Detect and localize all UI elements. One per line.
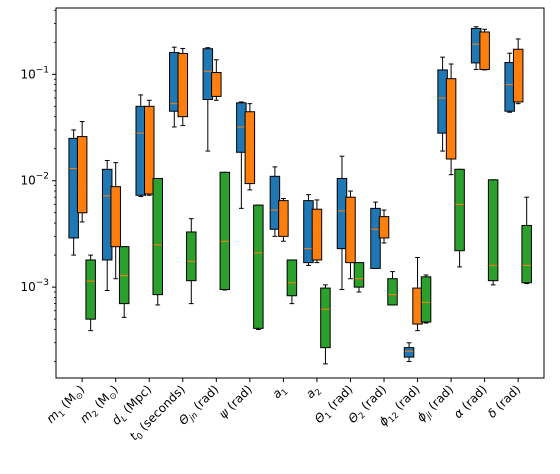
x-tick-label: a1 — [270, 382, 291, 403]
y-axis: 10−3 10−2 10−1 — [20, 9, 56, 362]
box-body — [278, 200, 289, 237]
box-body — [512, 48, 524, 103]
box-body — [219, 171, 231, 291]
box-body — [454, 168, 465, 252]
box-body — [186, 231, 197, 282]
box-body — [177, 52, 189, 118]
x-tick-label: a2 — [303, 382, 324, 403]
box-s2-c0 — [85, 254, 96, 332]
box-body — [387, 278, 398, 306]
plot-marks — [68, 26, 532, 365]
box-body — [521, 224, 532, 284]
box-body — [143, 105, 155, 195]
x-axis: m1 (M⊙)m2 (M⊙)dL (Mpc)t0 (seconds)Θjn (r… — [44, 378, 523, 443]
box-body — [244, 111, 256, 185]
box-s0-c10 — [403, 342, 415, 363]
box-s2-c2 — [152, 177, 163, 306]
x-tick-label: ϕjl (rad) — [414, 382, 458, 426]
box-body — [85, 259, 96, 320]
box-s1-c6 — [278, 198, 289, 242]
y-tick-label: 10−1 — [20, 65, 49, 81]
box-body — [445, 78, 457, 160]
box-body — [253, 204, 264, 329]
box-s1-c5 — [244, 103, 256, 191]
box-body — [420, 276, 432, 323]
box-s1-c11 — [445, 63, 457, 176]
box-body — [479, 31, 490, 70]
box-s2-c11 — [454, 168, 465, 268]
box-body — [378, 216, 390, 239]
box-s1-c3 — [177, 47, 189, 127]
box-body — [76, 136, 88, 214]
box-s1-c8 — [345, 190, 356, 280]
box-body — [320, 287, 331, 349]
box-s1-c12 — [479, 28, 490, 71]
box-s2-c3 — [186, 218, 197, 305]
box-s1-c1 — [110, 162, 121, 280]
box-body — [110, 186, 121, 248]
x-tick-label: ψ (rad) — [216, 382, 255, 421]
x-tick-label: δ (rad) — [485, 382, 523, 420]
x-tick-label: α (rad) — [451, 382, 490, 421]
y-tick-label: 10−3 — [20, 278, 49, 294]
plot-frame — [55, 7, 545, 379]
box-s2-c12 — [487, 179, 499, 286]
box-s2-c13 — [521, 196, 532, 285]
box-s2-c8 — [353, 262, 365, 293]
box-s1-c7 — [311, 199, 323, 264]
box-s1-c9 — [378, 209, 390, 244]
box-s2-c9 — [387, 271, 398, 306]
box-s2-c5 — [253, 204, 264, 330]
box-s0-c4 — [202, 47, 214, 152]
box-s1-c13 — [512, 38, 524, 105]
box-body — [345, 196, 356, 264]
box-s1-c0 — [76, 121, 88, 223]
box-body — [211, 72, 222, 97]
box-s1-c2 — [143, 99, 155, 196]
box-body — [403, 347, 415, 358]
box-s2-c4 — [219, 171, 231, 291]
box-body — [487, 179, 499, 282]
box-s2-c7 — [320, 284, 331, 365]
box-s2-c1 — [118, 246, 130, 318]
box-s2-c10 — [420, 274, 432, 324]
box-body — [286, 259, 298, 297]
y-tick-label: 10−2 — [20, 172, 49, 188]
box-s2-c6 — [286, 259, 298, 305]
box-s1-c4 — [211, 59, 222, 101]
box-body — [353, 262, 365, 288]
box-body — [118, 246, 130, 305]
box-body — [311, 208, 323, 261]
box-body — [152, 177, 163, 296]
